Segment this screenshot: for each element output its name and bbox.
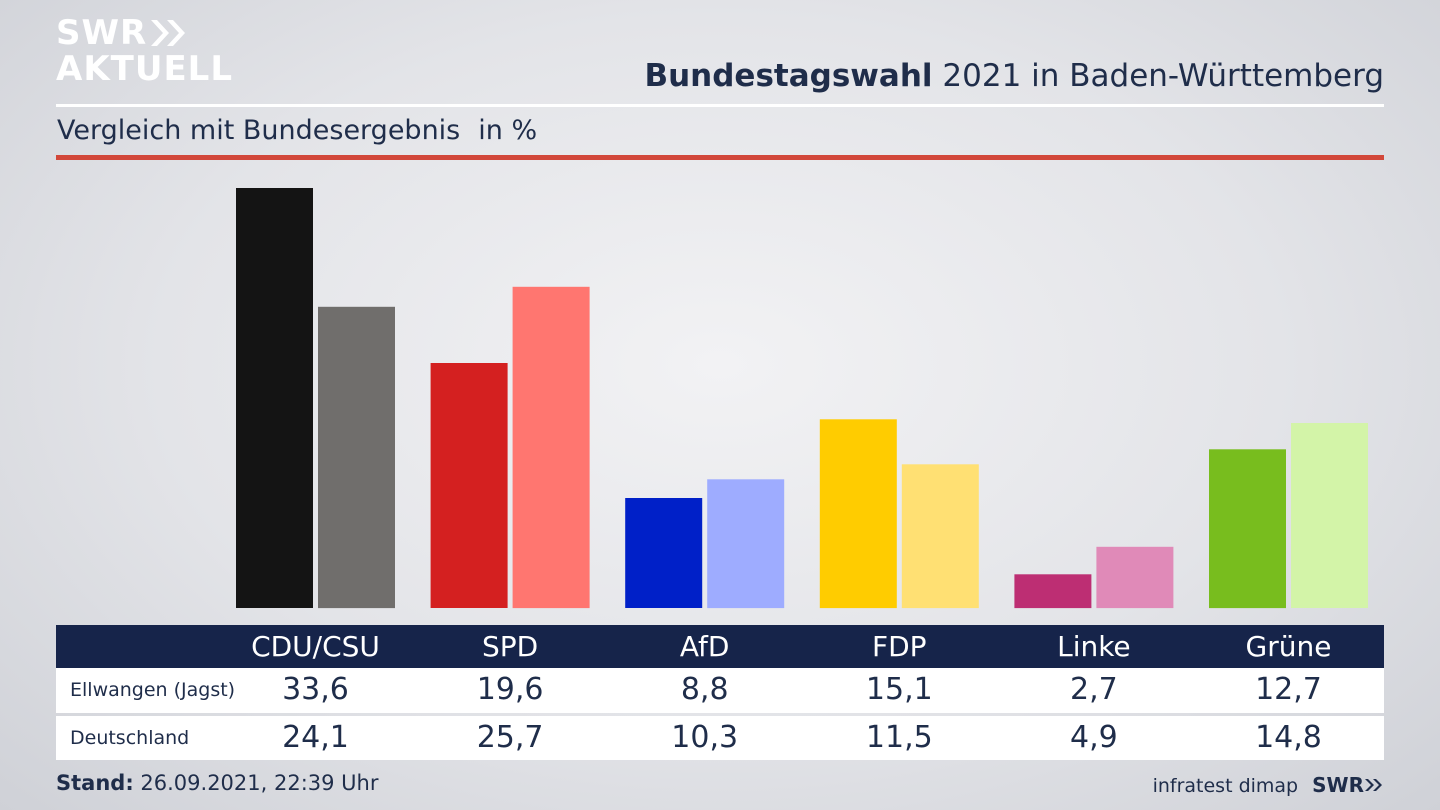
stand-label: Stand: (56, 771, 134, 795)
bar-gr-ne-ellwangen (1209, 449, 1286, 609)
bar-gr-ne-deutschland (1291, 423, 1368, 608)
results-table: CDU/CSU SPD AfD FDP Linke Grüne Ellwangen (Ja… (56, 625, 1384, 760)
table-row-deutschland: Deutschland 24,1 25,7 10,3 11,5 4,9 14,8 (56, 716, 1384, 760)
logo-aktuell: AKTUELL (56, 49, 234, 89)
bar-cdu-csu-deutschland (318, 306, 395, 609)
value-label: 33,6 (282, 672, 349, 707)
bar-fdp-ellwangen (819, 419, 897, 609)
table-row-ellwangen: Ellwangen (Jagst) 33,6 19,6 8,8 15,1 2,7 12,7 (56, 668, 1384, 713)
accent-rule (56, 155, 1384, 160)
source-text: infratest dimap (1152, 775, 1299, 797)
value-label: 14,8 (1255, 720, 1322, 755)
unit-label: in % (478, 115, 538, 146)
column-header-linke: Linke (1057, 630, 1131, 663)
bar-linke-ellwangen (1014, 574, 1092, 609)
timestamp: Stand: 26.09.2021, 22:39 Uhr (56, 771, 379, 795)
column-header-cdu-csu: CDU/CSU (251, 630, 380, 663)
bar-spd-ellwangen (430, 363, 508, 608)
footer-arrows-icon (1365, 779, 1382, 791)
title-bold: Bundestagswahl (644, 58, 933, 94)
value-label: 19,6 (476, 672, 544, 707)
page-title: Bundestagswahl 2021 in Baden-Württemberg (644, 58, 1384, 94)
table-header: CDU/CSU SPD AfD FDP Linke Grüne (56, 625, 1384, 668)
column-header-spd: SPD (481, 630, 539, 663)
bar-afd-deutschland (707, 479, 785, 609)
bar-linke-deutschland (1096, 546, 1174, 609)
value-label: 12,7 (1255, 672, 1322, 707)
logo-arrows-icon (151, 20, 186, 46)
source-credit: infratest dimap SWR (1153, 773, 1384, 797)
value-label: 4,9 (1070, 720, 1118, 755)
bar-spd-deutschland (512, 286, 590, 609)
footer-brand: SWR (1312, 773, 1384, 797)
value-label: 11,5 (865, 720, 933, 755)
column-header-gr-ne: Grüne (1245, 630, 1332, 663)
row-label: Deutschland (70, 727, 190, 749)
stand-value: 26.09.2021, 22:39 Uhr (133, 771, 379, 795)
value-label: 24,1 (282, 720, 349, 755)
value-label: 25,7 (476, 720, 544, 755)
bar-fdp-deutschland (901, 464, 979, 609)
title-rest: 2021 in Baden-Württemberg (932, 58, 1384, 94)
subtitle: Vergleich mit Bundesergebnis in % (57, 115, 537, 146)
value-label: 8,8 (680, 672, 729, 707)
column-header-afd: AfD (679, 630, 730, 663)
value-label: 10,3 (671, 720, 739, 755)
logo-swr: SWR (56, 16, 233, 52)
value-label: 2,7 (1070, 672, 1118, 707)
header-divider (56, 104, 1384, 107)
subtitle-text: Vergleich mit Bundesergebnis (57, 115, 461, 146)
row-label: Ellwangen (Jagst) (70, 679, 236, 701)
bar-afd-ellwangen (625, 498, 703, 608)
bar-cdu-csu-ellwangen (236, 188, 313, 608)
value-label: 15,1 (865, 672, 933, 707)
column-header-fdp: FDP (872, 630, 927, 663)
swr-aktuell-logo: SWR AKTUELL (56, 16, 233, 86)
